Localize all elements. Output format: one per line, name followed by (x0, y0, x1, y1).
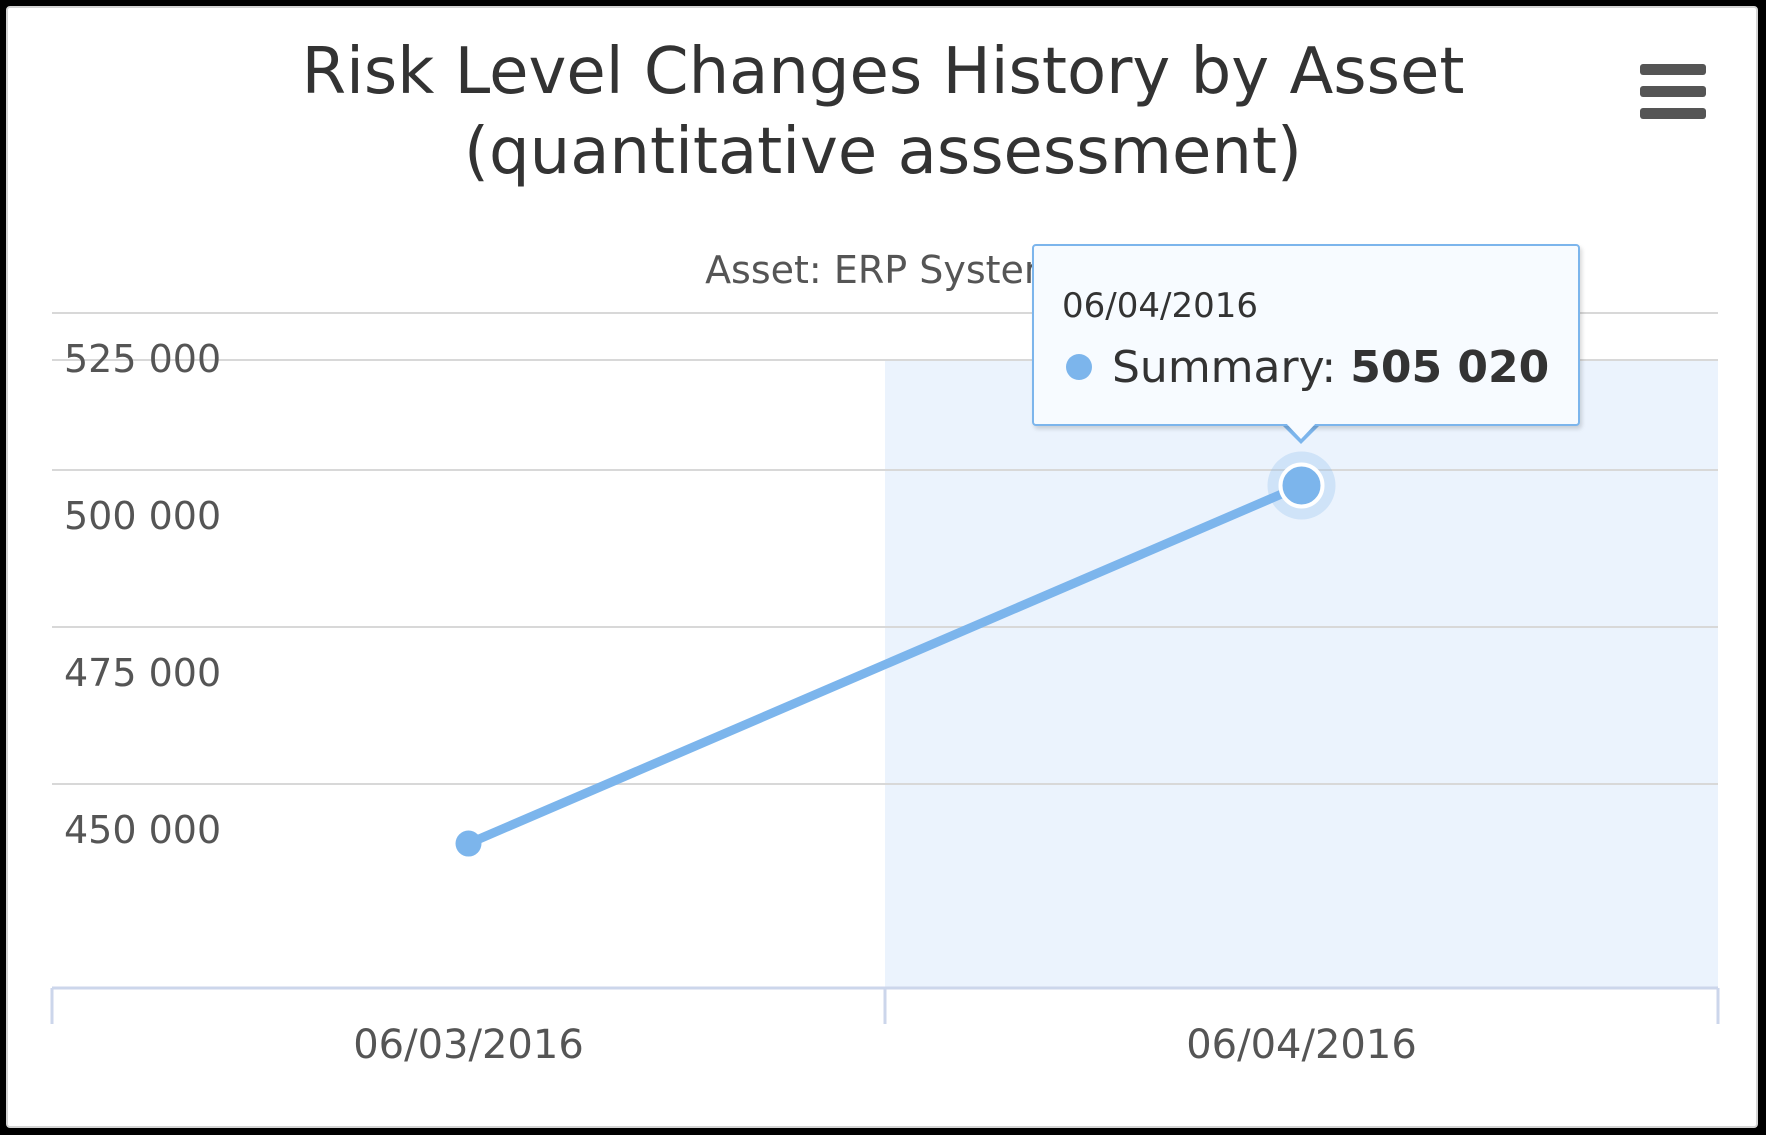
x-tick-label: 06/03/2016 (353, 1022, 584, 1068)
tooltip-series-label: Summary: (1112, 342, 1337, 393)
tooltip-arrow-fill (1284, 421, 1318, 439)
chart-subtitle: Asset: ERP System (705, 248, 1061, 292)
chart-title-line2: (quantitative assessment) (464, 115, 1302, 189)
x-tick-label: 06/04/2016 (1186, 1022, 1417, 1068)
y-tick-label: 475 000 (64, 651, 221, 695)
hamburger-menu-icon[interactable] (1638, 60, 1708, 122)
tooltip-value: 505 020 (1350, 342, 1550, 393)
y-tick-label: 450 000 (64, 808, 221, 852)
data-point[interactable] (455, 830, 482, 857)
tooltip-series-marker (1066, 354, 1092, 380)
chart-title: Risk Level Changes History by Asset (301, 35, 1465, 109)
tooltip-series-row: Summary: 505 020 (1112, 342, 1549, 393)
tooltip-date: 06/04/2016 (1062, 286, 1258, 326)
data-point[interactable] (1278, 462, 1325, 509)
tooltip: 06/04/2016 Summary: 505 020 (1032, 244, 1580, 426)
y-tick-label: 500 000 (64, 494, 221, 538)
y-tick-label: 525 000 (64, 337, 221, 381)
series-line (464, 480, 1306, 849)
